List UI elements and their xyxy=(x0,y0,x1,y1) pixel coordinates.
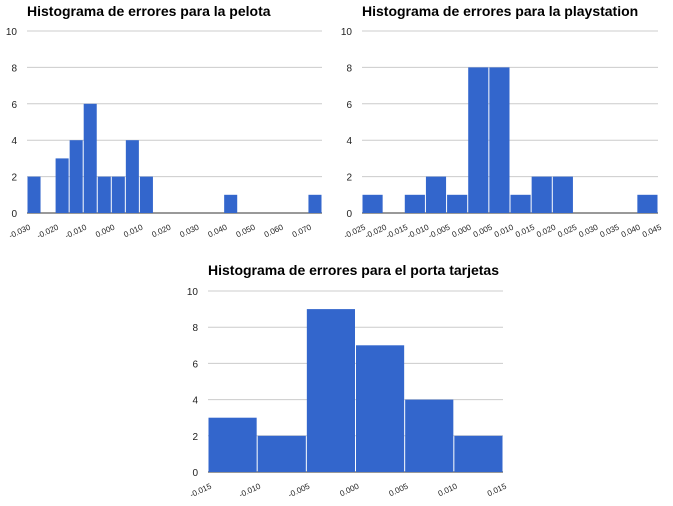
x-tick-label: 0.040 xyxy=(620,222,642,239)
x-tick-label: 0.015 xyxy=(486,481,508,498)
histogram-bar xyxy=(55,158,69,213)
y-tick-label: 4 xyxy=(192,396,198,407)
y-tick-label: 0 xyxy=(11,209,17,220)
histogram-bar xyxy=(637,194,658,213)
x-tick-label: 0.005 xyxy=(388,481,410,498)
histogram-bar xyxy=(489,67,510,214)
x-tick-label: 0.025 xyxy=(556,222,578,239)
x-tick-label: -0.005 xyxy=(427,222,452,240)
x-tick-label: 0.020 xyxy=(535,222,557,239)
x-tick-label: -0.005 xyxy=(287,481,312,499)
x-tick-label: 0.000 xyxy=(451,222,473,239)
x-tick-label: 0.030 xyxy=(577,222,599,239)
histogram-bar xyxy=(531,176,552,213)
histogram-bar xyxy=(224,194,238,213)
histogram-bar xyxy=(425,176,447,213)
y-tick-label: 10 xyxy=(187,287,199,298)
histogram-bar xyxy=(139,176,153,213)
histogram-bar xyxy=(510,194,531,213)
x-tick-label: 0.045 xyxy=(641,222,663,239)
histogram-bar xyxy=(308,194,322,213)
y-tick-label: 0 xyxy=(192,468,198,479)
histogram-bar xyxy=(306,309,355,472)
histogram-bar xyxy=(356,345,405,472)
y-tick-label: 2 xyxy=(192,432,198,443)
chart-playstation: Histograma de errores para la playstatio… xyxy=(336,0,673,250)
histogram-bar xyxy=(257,435,306,472)
x-tick-label: 0.005 xyxy=(472,222,494,239)
histogram-bar xyxy=(454,435,503,472)
y-tick-label: 8 xyxy=(346,63,352,74)
y-tick-label: 2 xyxy=(346,173,352,184)
y-tick-label: 10 xyxy=(341,27,353,38)
histogram-bar xyxy=(111,176,125,213)
histogram-bar xyxy=(69,140,83,213)
x-tick-label: -0.030 xyxy=(7,222,32,240)
x-tick-label: 0.020 xyxy=(150,222,172,239)
histogram-bar xyxy=(125,140,139,213)
histogram-bar xyxy=(404,194,425,213)
chart-plot-pelota: 0 2 4 6 8 10 -0.030 -0.020 -0.010 0.000 0.010 0.020… xyxy=(6,27,322,240)
chart-plot-porta-tarjetas: 0 2 4 6 8 10 -0.015 -0.010 -0.005 0.000 0.005 0.010… xyxy=(187,287,508,499)
y-tick-label: 8 xyxy=(192,323,198,334)
x-tick-label: 0.035 xyxy=(599,222,621,239)
y-tick-label: 10 xyxy=(6,27,18,38)
histogram-bar xyxy=(97,176,111,213)
histogram-bar xyxy=(405,399,454,472)
histogram-bar xyxy=(362,194,383,213)
x-tick-label: 0.070 xyxy=(291,222,313,239)
x-tick-label: 0.040 xyxy=(207,222,229,239)
x-tick-label: 0.010 xyxy=(437,481,459,498)
histogram-bar xyxy=(27,176,41,213)
x-tick-label: -0.020 xyxy=(36,222,61,240)
chart-pelota: Histograma de errores para la pelota 0 2 4… xyxy=(0,0,336,250)
x-tick-label: 0.015 xyxy=(514,222,536,239)
y-tick-label: 6 xyxy=(346,100,352,111)
y-tick-label: 0 xyxy=(346,209,352,220)
y-tick-label: 4 xyxy=(11,136,17,147)
y-tick-label: 2 xyxy=(11,173,17,184)
chart-title: Histograma de errores para el porta tarj… xyxy=(208,262,500,278)
x-tick-label: -0.010 xyxy=(238,481,263,499)
x-tick-label: 0.030 xyxy=(178,222,200,239)
chart-title: Histograma de errores para la playstatio… xyxy=(362,3,639,19)
chart-title: Histograma de errores para la pelota xyxy=(27,3,271,19)
x-tick-label: 0.060 xyxy=(263,222,285,239)
x-tick-label: 0.000 xyxy=(94,222,116,239)
histogram-bar xyxy=(83,103,97,213)
y-tick-label: 8 xyxy=(11,63,17,74)
y-tick-label: 6 xyxy=(192,359,198,370)
histogram-bar xyxy=(208,417,257,472)
x-tick-label: 0.000 xyxy=(338,481,360,498)
histogram-bar xyxy=(447,194,468,213)
y-tick-label: 6 xyxy=(11,100,17,111)
x-tick-label: -0.015 xyxy=(188,481,213,499)
chart-porta-tarjetas: Histograma de errores para el porta tarj… xyxy=(180,258,520,506)
histogram-bar xyxy=(468,67,489,214)
x-tick-label: 0.050 xyxy=(235,222,257,239)
y-tick-label: 4 xyxy=(346,136,352,147)
x-tick-label: -0.010 xyxy=(64,222,89,240)
x-tick-label: 0.010 xyxy=(493,222,515,239)
histogram-bar xyxy=(552,176,573,213)
x-tick-label: 0.010 xyxy=(122,222,144,239)
